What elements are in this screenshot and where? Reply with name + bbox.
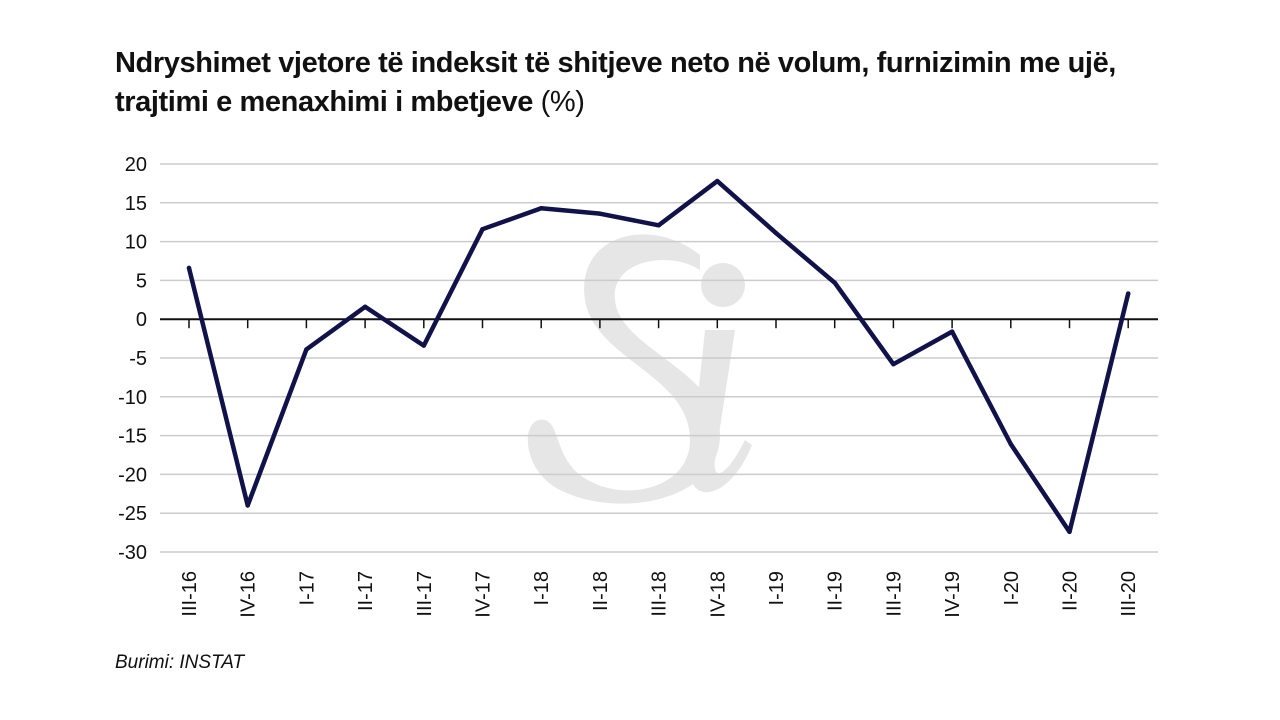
series-group [186, 178, 1131, 535]
chart-title-text: Ndryshimet vjetore të indeksit të shitje… [115, 47, 1116, 118]
y-tick-label: 0 [136, 309, 147, 331]
x-tick-label: IV-16 [238, 571, 260, 618]
data-point [362, 304, 368, 309]
data-point [245, 503, 250, 508]
y-tick-label: 10 [125, 232, 147, 254]
data-point [304, 347, 309, 352]
watermark-dot [701, 263, 745, 307]
x-tick-label: I-20 [1001, 571, 1023, 605]
x-tick-label: III-17 [414, 571, 436, 617]
watermark-logo [527, 234, 752, 504]
x-tick-label: III-19 [883, 571, 905, 617]
x-tick-label: II-17 [355, 571, 377, 611]
y-tick-label: 5 [136, 270, 147, 292]
data-point [656, 223, 661, 228]
x-tick-label: I-18 [531, 571, 553, 605]
data-point [891, 362, 896, 367]
data-point [539, 206, 544, 211]
y-tick-label: 15 [125, 193, 147, 215]
y-tick-label: 20 [125, 154, 147, 176]
data-point [949, 329, 955, 334]
chart-title-unit: (%) [540, 86, 585, 118]
x-tick-label: IV-18 [707, 571, 729, 618]
data-point [1008, 441, 1013, 447]
x-tick-label: IV-19 [942, 571, 964, 618]
y-tick-label: -30 [118, 542, 147, 564]
source-note: Burimi: INSTAT [115, 652, 245, 673]
watermark-i-shape [690, 330, 752, 493]
x-axis-ticks: III-16 IV-16 I-17 II-17 III-17 IV-17 I-18 II-18… [179, 571, 1140, 618]
y-tick-label: -10 [118, 387, 147, 409]
y-tick-label: -5 [129, 348, 147, 370]
x-tick-label: II-18 [590, 571, 612, 611]
x-tick-label: III-20 [1118, 571, 1140, 617]
data-point [832, 280, 837, 285]
data-point [186, 265, 192, 271]
zero-axis [160, 318, 1158, 329]
x-tick-label: III-18 [649, 571, 671, 617]
data-point [597, 211, 603, 216]
x-tick-label: II-20 [1060, 571, 1082, 611]
x-tick-label: I-17 [296, 571, 318, 605]
data-point [773, 230, 779, 236]
data-point [1067, 529, 1072, 535]
x-tick-label: I-19 [766, 571, 788, 605]
data-point [480, 226, 485, 232]
data-point [421, 343, 426, 348]
gridlines [160, 163, 1158, 553]
y-tick-label: -20 [118, 464, 147, 486]
y-tick-label: -15 [118, 426, 147, 448]
x-tick-label: II-19 [825, 571, 847, 611]
x-tick-label: III-16 [179, 571, 201, 617]
x-tick-label: IV-17 [473, 571, 495, 618]
data-point [715, 178, 720, 184]
chart-title: Ndryshimet vjetore të indeksit të shitje… [115, 44, 1215, 122]
y-tick-label: -25 [118, 503, 147, 525]
data-point [1126, 291, 1131, 296]
y-axis-ticks: 20 15 10 5 0 -5 -10 -15 -20 -25 -30 [118, 154, 147, 564]
